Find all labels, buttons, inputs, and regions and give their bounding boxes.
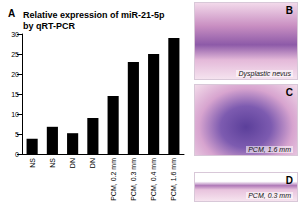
svg-text:Relative expression of miR-21-: Relative expression of miR-21-5p [23, 10, 167, 20]
svg-text:PCM, 0.2 mm: PCM, 0.2 mm [110, 158, 117, 201]
svg-text:5: 5 [15, 131, 19, 138]
svg-text:A: A [8, 8, 15, 19]
svg-text:30: 30 [11, 31, 19, 38]
svg-text:by qRT-PCR: by qRT-PCR [23, 21, 76, 31]
svg-text:DN: DN [69, 158, 76, 168]
html-text:D: D [285, 175, 293, 186]
html-text:PCM, 1.6 mm: PCM, 1.6 mm [248, 146, 291, 153]
svg-text:PCM, 0.4 mm: PCM, 0.4 mm [150, 158, 157, 201]
html-text:B: B [285, 5, 293, 16]
svg-text:10: 10 [11, 111, 19, 118]
svg-text:20: 20 [11, 71, 19, 78]
html-text:PCM, 0.3 mm: PCM, 0.3 mm [248, 192, 291, 199]
svg-text:PCM, 1.6 mm: PCM, 1.6 mm [170, 158, 177, 201]
svg-text:PCM, 0.3 mm: PCM, 0.3 mm [130, 158, 137, 201]
html-text:Dysplastic nevus: Dysplastic nevus [238, 70, 291, 77]
svg-text:DN: DN [89, 158, 96, 168]
svg-text:15: 15 [11, 91, 19, 98]
svg-text:NS: NS [29, 158, 36, 168]
svg-text:0: 0 [15, 151, 19, 158]
html-text:C: C [285, 87, 293, 98]
svg-text:NS: NS [49, 158, 56, 168]
svg-text:25: 25 [11, 51, 19, 58]
